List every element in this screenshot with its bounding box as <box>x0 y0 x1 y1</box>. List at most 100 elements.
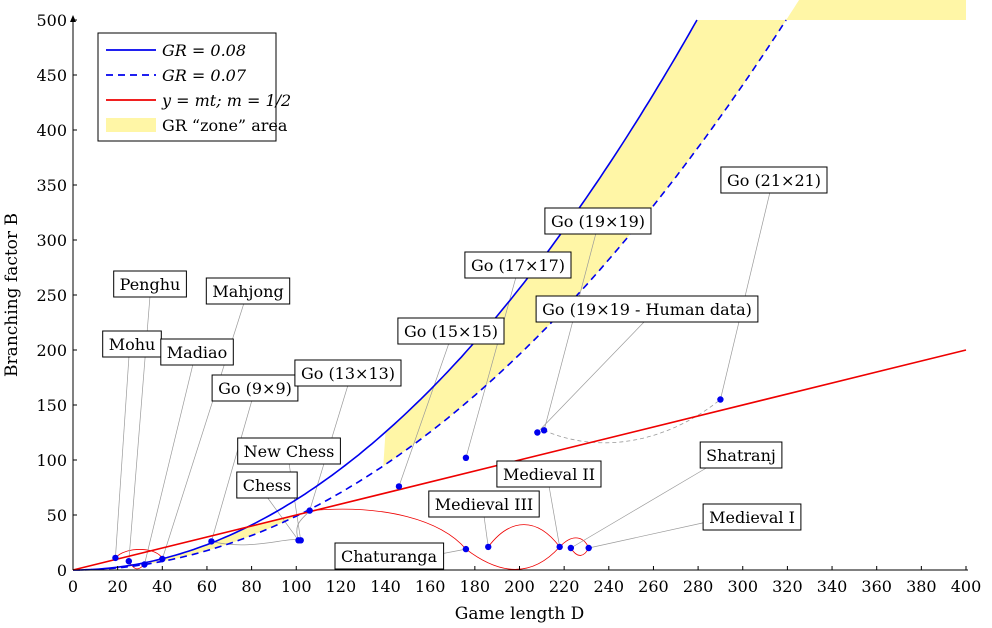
data-point-1 <box>125 558 133 565</box>
data-point-15 <box>556 543 563 551</box>
y-tick-label-5: 250 <box>36 286 67 305</box>
x-tick-label-1: 20 <box>107 577 127 596</box>
leader-2 <box>144 363 194 565</box>
y-tick-label-4: 200 <box>36 341 67 360</box>
annotation-box-9 <box>464 251 572 279</box>
x-tick-label-9: 180 <box>460 577 491 596</box>
data-point-13 <box>462 545 470 553</box>
annotation-box-1 <box>113 270 187 298</box>
annotation-5: Chess <box>236 471 298 499</box>
annotation-box-17 <box>702 503 802 531</box>
annotation-10: Go (19×19 - Human data) <box>535 295 759 323</box>
x-tick-label-18: 360 <box>861 577 892 596</box>
legend: GR = 0.08 GR = 0.07 y = mt; m = 1/2 GR “zon… <box>97 32 291 142</box>
data-point-4 <box>208 538 215 545</box>
data-point-12 <box>717 396 724 403</box>
axis-layer: 0 20 40 60 80 100 120 140 160 180 200 220 240 260 280 3… <box>2 11 981 624</box>
legend-label-3: GR “zone” area <box>162 116 288 135</box>
y-axis-arrow <box>70 15 76 22</box>
x-tick-label-5: 100 <box>281 577 312 596</box>
data-point-11 <box>540 427 548 434</box>
x-tick-label-10: 200 <box>504 577 535 596</box>
x-tick-label-13: 260 <box>638 577 669 596</box>
curve-gr-008 <box>73 19 698 571</box>
annotation-label-0: Mohu <box>109 335 156 354</box>
annotation-box-10 <box>535 295 759 323</box>
annotation-label-2: Madiao <box>167 343 227 362</box>
point-layer <box>112 396 724 568</box>
link-go9-chess <box>211 539 299 546</box>
annotation-box-2 <box>160 338 234 366</box>
annotation-label-7: Go (13×13) <box>301 364 395 383</box>
data-point-14 <box>485 543 492 551</box>
leader-4 <box>211 399 253 542</box>
annotation-13: Chaturanga <box>334 542 445 570</box>
x-tick-label-12: 240 <box>594 577 625 596</box>
annotation-box-15 <box>496 460 602 488</box>
leader-11 <box>543 232 597 431</box>
x-tick-label-7: 140 <box>370 577 401 596</box>
x-tick-label-8: 160 <box>415 577 446 596</box>
leader-15 <box>548 485 561 547</box>
legend-label-1: GR = 0.07 <box>162 66 247 85</box>
annotation-11: Go (19×19) <box>544 207 652 235</box>
data-point-3 <box>159 555 166 563</box>
annotation-box-14 <box>428 490 540 518</box>
annotation-box-5 <box>236 471 298 499</box>
annotation-0: Mohu <box>102 330 162 358</box>
link-med3-med2-top <box>487 524 561 548</box>
annotation-box-6 <box>237 437 341 465</box>
line-mt <box>72 349 967 571</box>
data-point-9 <box>462 454 470 461</box>
data-point-0 <box>112 554 119 562</box>
annotation-layer: Mohu Penghu Madiao Mahjong Go (9×9) Chess New … <box>102 166 828 570</box>
annotation-label-4: Go (9×9) <box>218 379 292 398</box>
annotation-box-8 <box>397 317 505 345</box>
annotation-box-3 <box>205 277 291 305</box>
curve-gr-007 <box>73 19 787 571</box>
annotation-label-17: Medieval I <box>709 508 795 527</box>
y-tick-label-2: 100 <box>36 451 67 470</box>
x-tick-label-20: 400 <box>951 577 982 596</box>
annotation-9: Go (17×17) <box>464 251 572 279</box>
annotation-17: Medieval I <box>702 503 802 531</box>
y-tick-label-3: 150 <box>36 396 67 415</box>
curve-layer <box>72 19 967 571</box>
data-point-10 <box>534 429 541 436</box>
legend-label-0: GR = 0.08 <box>162 41 246 60</box>
leader-14 <box>483 515 489 547</box>
annotation-box-11 <box>544 207 652 235</box>
link-chaturanga-med2 <box>465 546 560 570</box>
legend-swatch-3 <box>106 118 156 132</box>
annotation-box-12 <box>720 166 828 194</box>
y-tick-label-6: 300 <box>36 231 67 250</box>
leader-0 <box>115 355 130 558</box>
annotation-2: Madiao <box>160 338 234 366</box>
y-axis-title: Branching factor B <box>2 213 22 377</box>
annotation-box-4 <box>211 374 299 402</box>
annotation-label-12: Go (21×21) <box>727 171 821 190</box>
x-tick-label-3: 60 <box>197 577 217 596</box>
legend-layer: GR = 0.08 GR = 0.07 y = mt; m = 1/2 GR “zon… <box>97 32 291 142</box>
y-tick-label-8: 400 <box>36 121 67 140</box>
annotation-label-6: New Chess <box>244 442 335 461</box>
data-point-8 <box>395 483 403 490</box>
x-tick-label-11: 220 <box>549 577 580 596</box>
annotation-label-15: Medieval II <box>503 465 595 484</box>
y-tick-label-9: 450 <box>36 66 67 85</box>
annotation-3: Mahjong <box>205 277 291 305</box>
annotation-8: Go (15×15) <box>397 317 505 345</box>
annotation-label-5: Chess <box>243 476 291 495</box>
link-go19-go21 <box>543 399 721 444</box>
y-tick-label-7: 350 <box>36 176 67 195</box>
annotation-box-7 <box>294 359 402 387</box>
y-tick-label-10: 500 <box>36 11 67 30</box>
y-tick-label-1: 50 <box>47 506 67 525</box>
x-tick-label-15: 300 <box>727 577 758 596</box>
y-tick-label-0: 0 <box>57 561 67 580</box>
link-med2-med1 <box>559 537 590 549</box>
annotation-7: Go (13×13) <box>294 359 402 387</box>
annotation-box-0 <box>102 330 162 358</box>
leader-8 <box>398 342 450 487</box>
